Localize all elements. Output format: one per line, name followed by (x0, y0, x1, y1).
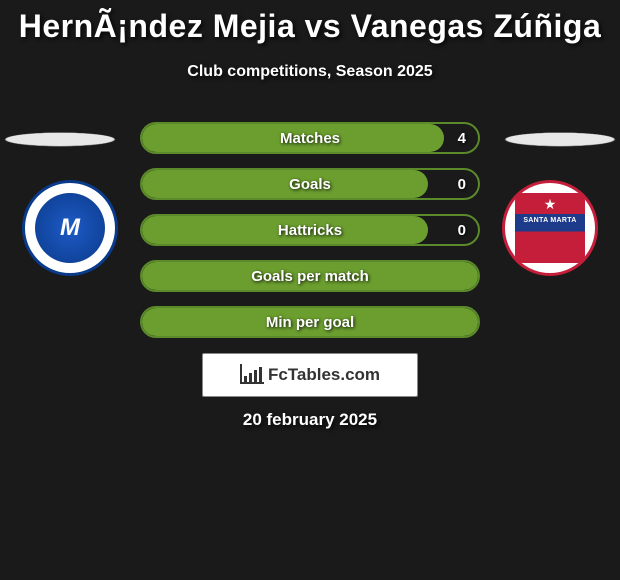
stat-label: Goals (289, 176, 331, 193)
stat-bar-min-per-goal: Min per goal (140, 306, 480, 338)
stat-label: Hattricks (278, 222, 342, 239)
crest-left-letter: M (35, 193, 105, 263)
stat-value-right: 0 (458, 176, 466, 193)
stat-value-right: 0 (458, 222, 466, 239)
platform-left (1, 132, 118, 146)
stat-bar-goals-per-match: Goals per match (140, 260, 480, 292)
stat-label: Goals per match (251, 268, 369, 285)
stat-fill (142, 170, 428, 198)
star-icon: ★ (544, 197, 557, 211)
generated-date: 20 february 2025 (0, 410, 620, 430)
team-crest-left: M (22, 180, 118, 276)
stat-bar-hattricks: Hattricks 0 (140, 214, 480, 246)
stat-label: Min per goal (266, 314, 354, 331)
team-crest-right: ★ SANTA MARTA (502, 180, 598, 276)
stat-bar-matches: Matches 4 (140, 122, 480, 154)
chart-icon (240, 366, 262, 384)
stat-bar-goals: Goals 0 (140, 168, 480, 200)
platform-right (501, 132, 618, 146)
crest-right-inner: ★ SANTA MARTA (515, 193, 585, 263)
comparison-infographic: HernÃ¡ndez Mejia vs Vanegas Zúñiga Club … (0, 0, 620, 580)
page-subtitle: Club competitions, Season 2025 (0, 63, 620, 81)
stat-label: Matches (280, 130, 340, 147)
brand-logo-text: FcTables.com (268, 365, 380, 385)
stats-block: Matches 4 Goals 0 Hattricks 0 Goals per … (140, 122, 480, 352)
crest-right-text: SANTA MARTA (523, 217, 576, 224)
stat-value-right: 4 (458, 130, 466, 147)
brand-logo-box: FcTables.com (202, 353, 418, 397)
page-title: HernÃ¡ndez Mejia vs Vanegas Zúñiga (0, 0, 620, 45)
